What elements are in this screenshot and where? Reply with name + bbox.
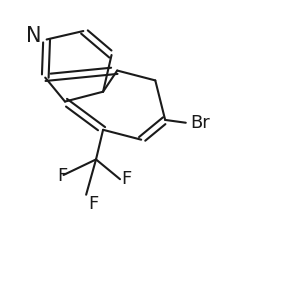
Text: F: F [122, 170, 132, 188]
Text: Br: Br [191, 114, 210, 132]
Text: N: N [26, 26, 42, 46]
Text: F: F [88, 195, 98, 213]
Text: F: F [58, 167, 68, 185]
